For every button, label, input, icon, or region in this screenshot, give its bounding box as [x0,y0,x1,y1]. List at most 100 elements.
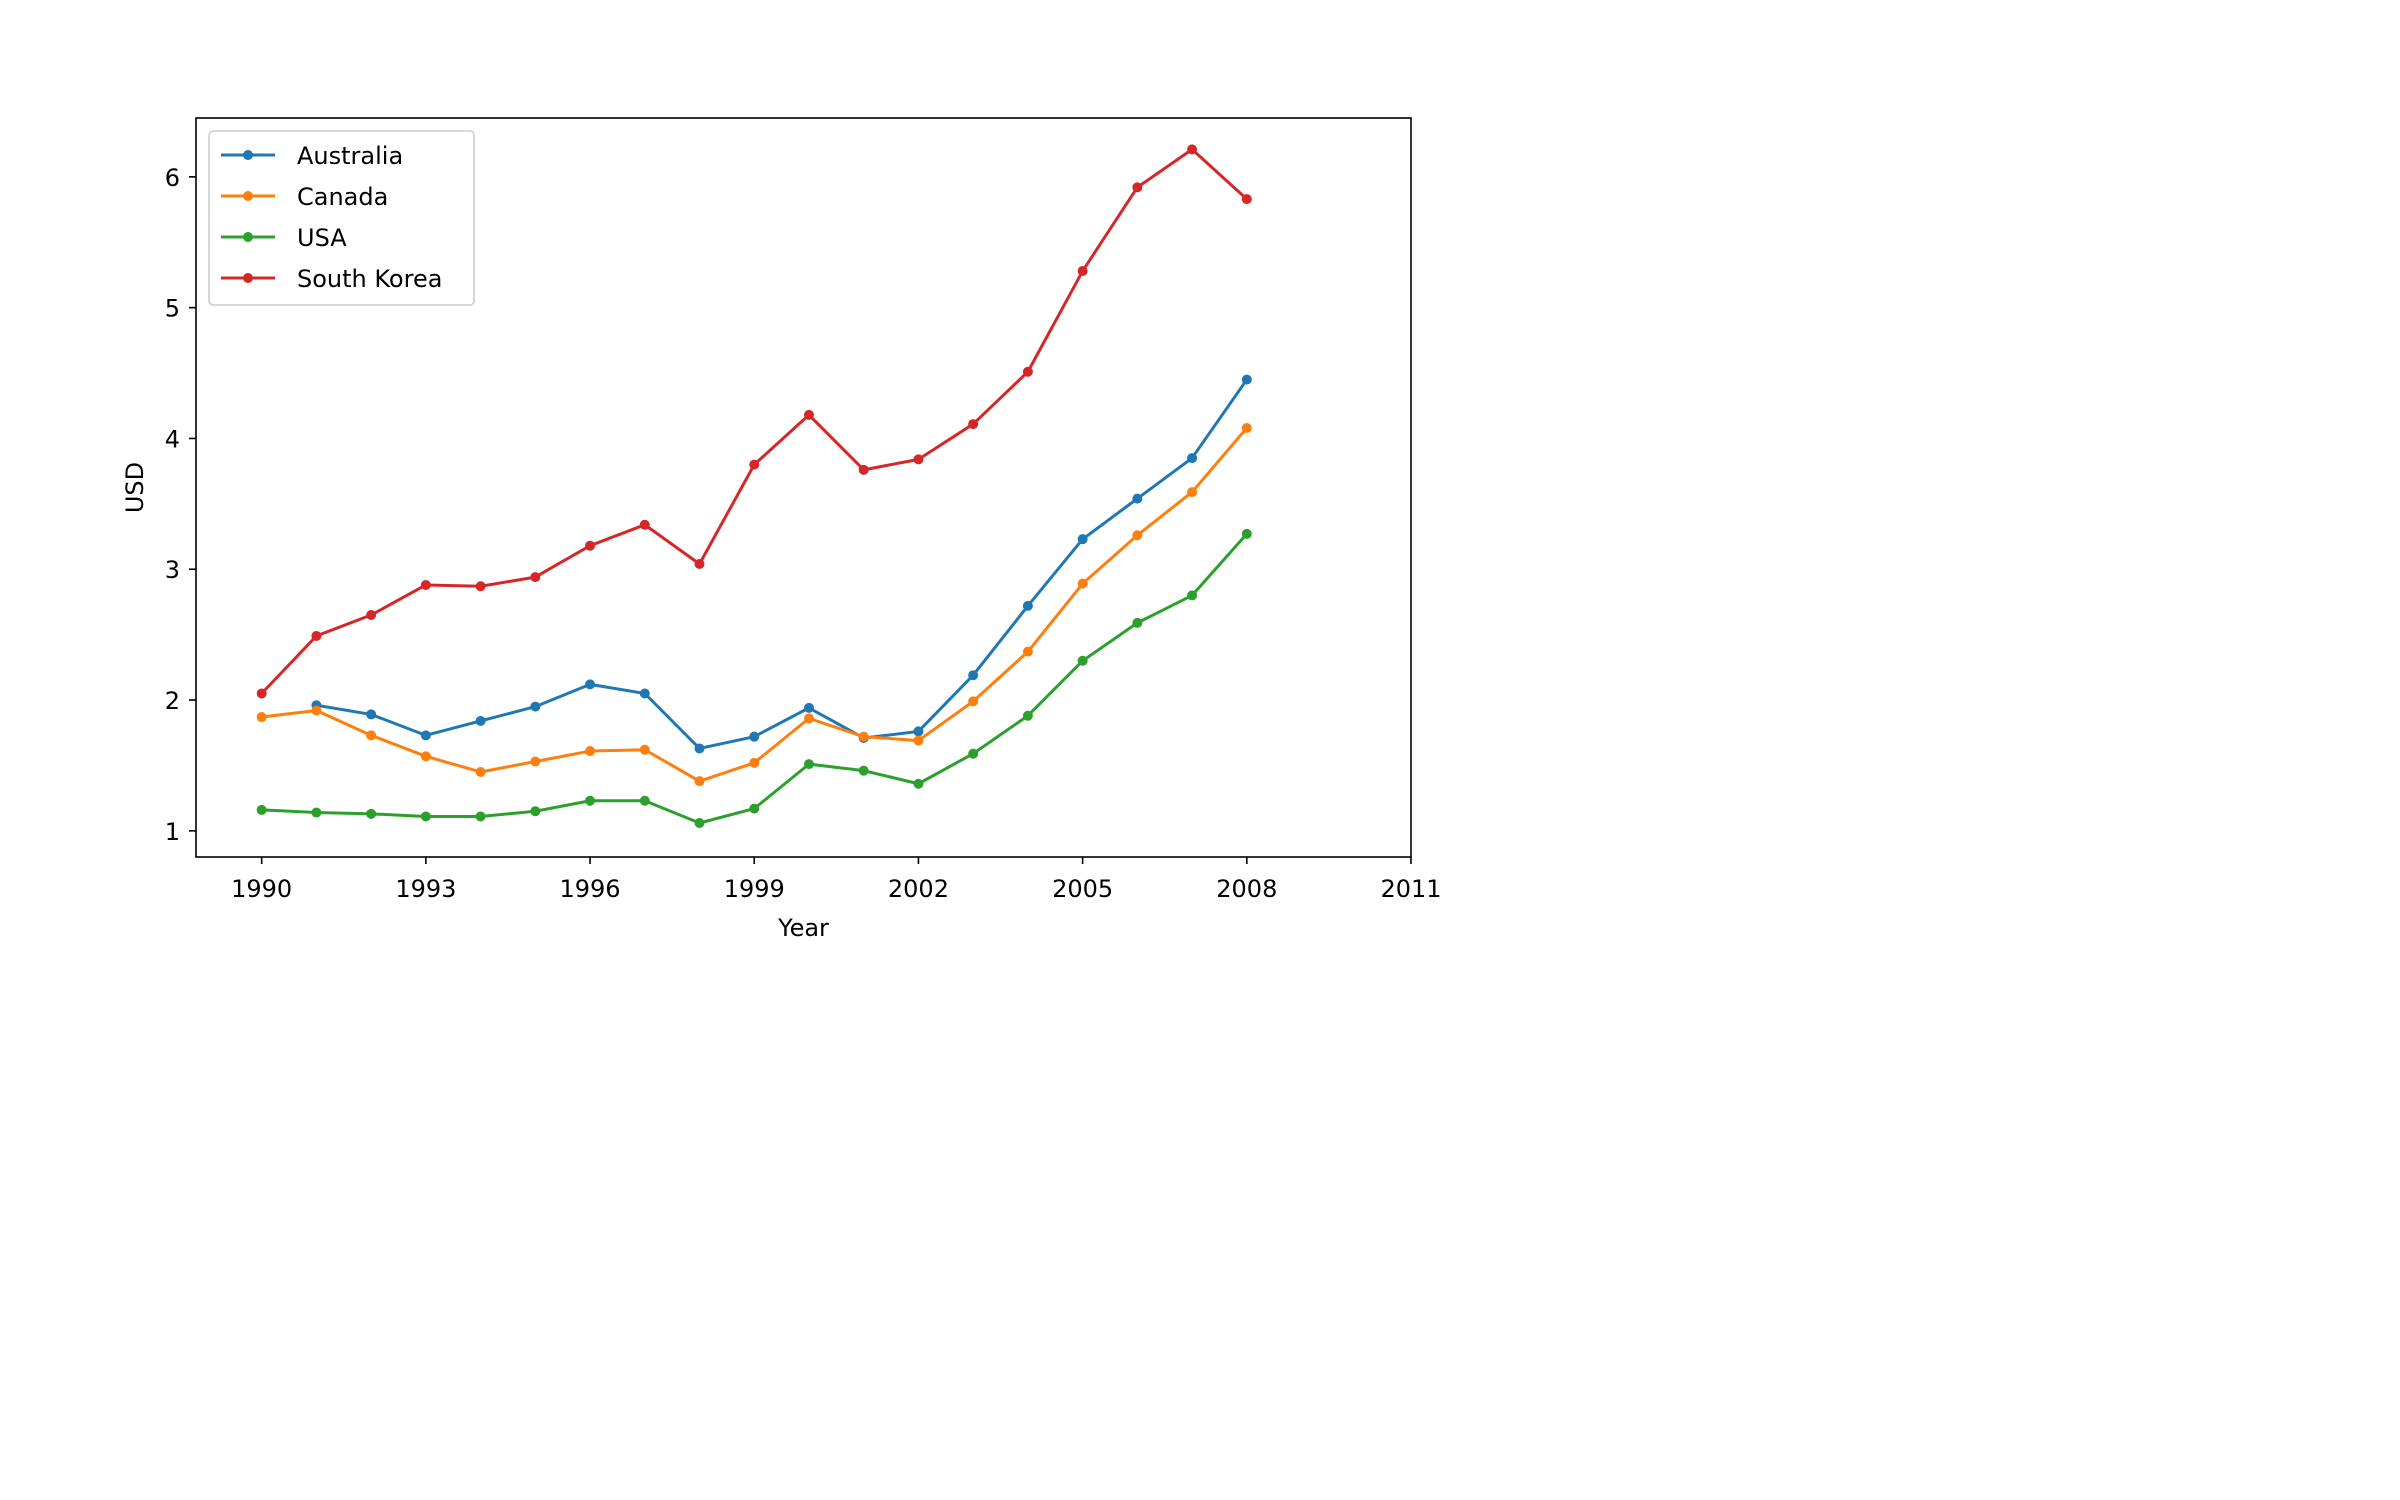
series-south-korea [256,144,1252,699]
data-point [1132,493,1143,504]
data-point [858,731,869,742]
data-point [803,702,814,713]
data-point [749,757,760,768]
data-point [256,804,267,815]
legend-item: Australia [221,142,403,170]
data-point [475,715,486,726]
data-point [475,581,486,592]
data-point [256,688,267,699]
data-point [1022,366,1033,377]
legend-item: USA [221,224,347,252]
data-point [585,679,596,690]
data-point [1132,530,1143,541]
data-point [803,713,814,724]
y-axis-label: USD [121,462,149,513]
x-tick-label: 1999 [724,875,785,903]
y-tick-label: 3 [165,556,180,584]
data-point [1077,655,1088,666]
legend-marker [243,150,253,160]
data-point [968,419,979,430]
legend-item: Canada [221,183,388,211]
y-tick-label: 1 [165,818,180,846]
data-point [530,572,541,583]
legend-label: USA [297,224,347,252]
data-point [1077,534,1088,545]
data-point [968,670,979,681]
data-point [639,688,650,699]
data-point [256,712,267,723]
data-point [1241,528,1252,539]
data-point [475,811,486,822]
data-point [530,701,541,712]
data-point [1022,646,1033,657]
data-point [858,765,869,776]
data-point [1022,600,1033,611]
data-point [420,579,431,590]
data-point [694,559,705,570]
x-tick-label: 1993 [395,875,456,903]
data-point [1187,453,1198,464]
data-point [1187,144,1198,155]
data-point [585,795,596,806]
data-point [475,766,486,777]
data-point [366,709,377,720]
data-point [1241,374,1252,385]
legend-label: Australia [297,142,403,170]
data-point [639,795,650,806]
legend-marker [243,232,253,242]
legend-item: South Korea [221,265,442,293]
data-point [968,748,979,759]
y-tick-label: 5 [165,295,180,323]
data-point [585,746,596,757]
data-point [1077,266,1088,277]
legend-box [208,130,475,306]
x-axis: 1990 1993 1996 1999 2002 2005 2008 2011 [231,857,1442,903]
series-canada [256,422,1252,787]
plot-area [256,144,1252,828]
data-point [749,731,760,742]
data-point [585,540,596,551]
series-usa [256,528,1252,828]
data-point [968,696,979,707]
data-point [913,735,924,746]
data-point [639,744,650,755]
data-point [311,705,322,716]
data-point [1187,590,1198,601]
data-point [749,803,760,814]
data-point [420,811,431,822]
legend-marker [243,191,253,201]
x-tick-label: 2002 [888,875,949,903]
x-tick-label: 2008 [1216,875,1277,903]
data-point [366,808,377,819]
data-point [366,610,377,621]
data-point [694,817,705,828]
data-point [420,730,431,741]
data-point [1241,194,1252,205]
data-point [913,778,924,789]
data-point [311,807,322,818]
data-point [913,726,924,737]
data-point [1241,422,1252,433]
data-point [694,743,705,754]
data-point [311,630,322,641]
data-point [749,459,760,470]
line-chart: 1990 1993 1996 1999 2002 2005 2008 2011 123456 … [0,0,1568,980]
data-point [1077,578,1088,589]
data-point [913,454,924,465]
y-tick-label: 6 [165,164,180,192]
data-point [639,519,650,530]
data-point [1187,487,1198,498]
x-axis-label: Year [777,914,829,942]
x-tick-label: 2005 [1052,875,1113,903]
data-point [366,730,377,741]
data-point [858,464,869,475]
legend-label: Canada [297,183,388,211]
data-point [420,751,431,762]
legend-label: South Korea [297,265,442,293]
x-tick-label: 1996 [560,875,621,903]
y-tick-label: 4 [165,425,180,453]
data-point [1132,617,1143,628]
legend-marker [243,273,253,283]
data-point [803,759,814,770]
axes-frame [195,117,1412,858]
